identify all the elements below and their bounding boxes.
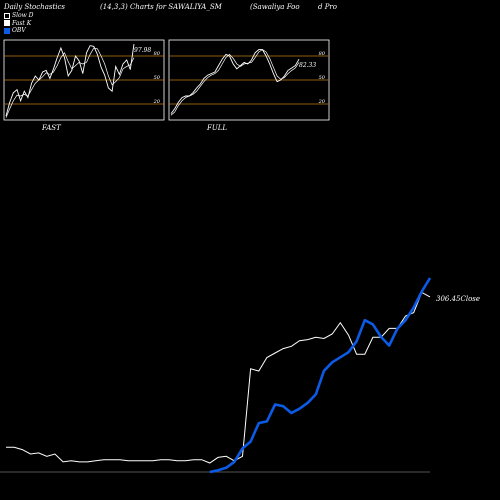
full-level-label-50: 50 (319, 75, 326, 81)
fast-last-value-label: 97.98 (134, 47, 151, 54)
full-panel-label: FULL (207, 124, 228, 132)
full-level-label-80: 80 (319, 51, 326, 57)
filled-square-icon (4, 20, 10, 27)
blue-square-icon (4, 27, 10, 34)
hollow-square-icon (4, 12, 10, 19)
legend-label-slow-d: Slow D (12, 12, 34, 19)
chart-title-company: (Sawaliya Foo (250, 3, 300, 11)
legend-label-obv: OBV (12, 27, 26, 34)
legend-item-slow-d: Slow D (4, 12, 34, 20)
chart-title-main: (14,3,3) Charts for SAWALIYA_SM (100, 3, 222, 11)
chart-title-prefix: Daily Stochastics (4, 3, 66, 11)
fast-panel-label: FAST (42, 124, 61, 132)
chart-title-company-suffix: d Pro (318, 3, 337, 11)
fast-level-label-20: 20 (153, 99, 161, 105)
fast-series-fast-k (5, 43, 135, 117)
fast-level-label-80: 80 (154, 51, 161, 57)
full-series-fast-k (170, 49, 300, 114)
legend-item-obv: OBV (4, 27, 34, 35)
legend-item-fast-k: Fast K (4, 20, 34, 28)
fast-series-slow-d (5, 47, 135, 118)
full-series-slow-d (170, 49, 300, 116)
fast-level-label-50: 50 (154, 75, 161, 81)
full-level-label-20: 20 (318, 99, 326, 105)
close-line (6, 291, 431, 464)
legend-label-fast-k: Fast K (12, 19, 32, 27)
legend: Slow D Fast K OBV (4, 12, 34, 35)
obv-line (209, 277, 432, 474)
close-value-label: 306.45Close (436, 295, 480, 303)
full-last-value-label: 82.33 (299, 62, 316, 69)
